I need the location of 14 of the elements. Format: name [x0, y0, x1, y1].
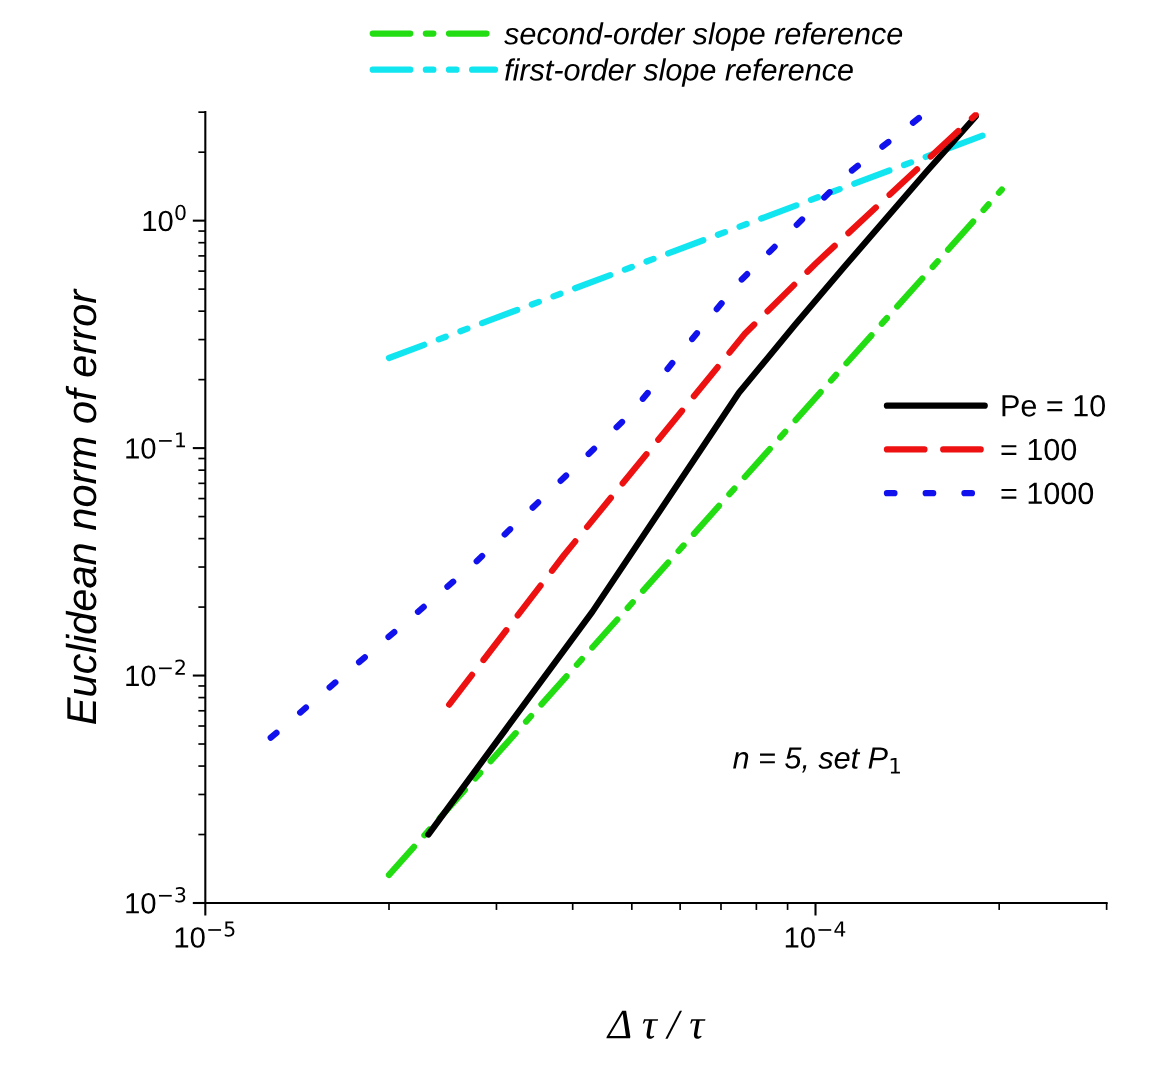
y-tick-label: 10$^{0}$ — [143, 204, 186, 232]
legend-label: = 100 — [1001, 438, 1077, 461]
y-tick-label: 10$^{−3}$ — [126, 887, 186, 914]
legend-label: = 1000 — [1001, 482, 1094, 505]
x-axis-title: Δ τ / τ — [606, 1010, 706, 1039]
legend-label: Pe = 10 — [1002, 395, 1105, 417]
x-tick-label: 10$^{−5}$ — [175, 921, 235, 948]
legend-label: first-order slope reference — [505, 58, 853, 87]
y-axis-title: Euclidean norm of error — [65, 288, 97, 724]
y-tick-label: 10$^{−1}$ — [126, 432, 186, 459]
legend-label: second-order slope reference — [504, 22, 903, 51]
annotation: n = 5, set P$_{1}$ — [733, 747, 900, 774]
y-tick-label: 10$^{−2}$ — [126, 659, 185, 687]
x-tick-label: 10$^{−4}$ — [785, 921, 846, 948]
